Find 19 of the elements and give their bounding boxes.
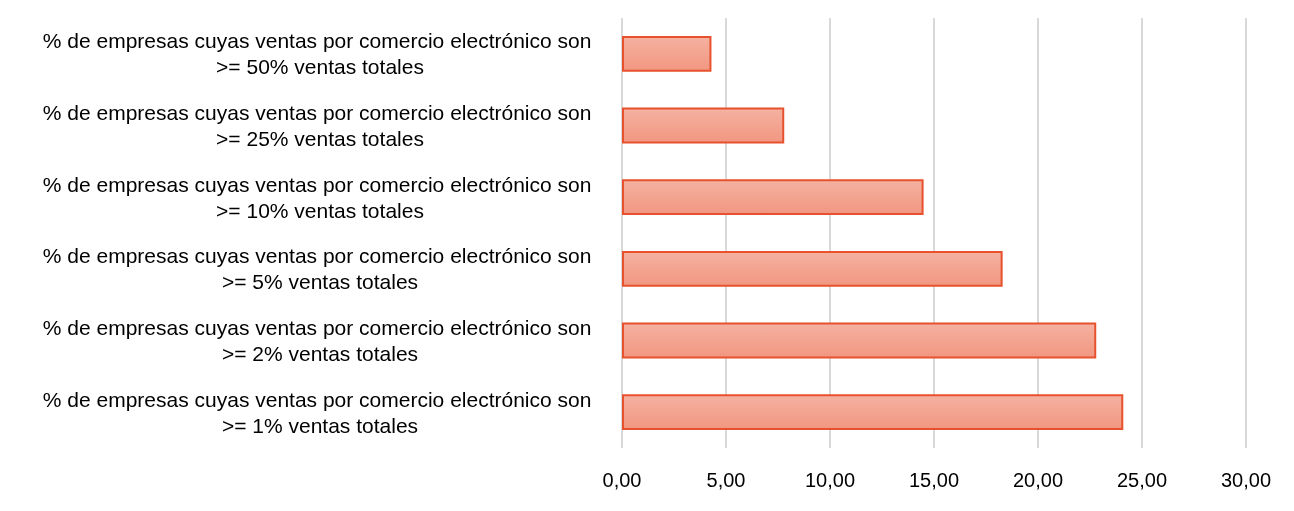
x-tick-label: 5,00	[706, 469, 746, 491]
x-tick-label: 25,00	[1116, 469, 1168, 491]
bar	[622, 179, 924, 216]
bar	[622, 322, 1097, 359]
bar	[622, 250, 1003, 287]
y-tick-label: % de empresas cuyas ventas por comercio electrónico son >= 1% ventas totales	[42, 387, 598, 437]
x-tick-label: 10,00	[804, 469, 856, 491]
y-tick-label: % de empresas cuyas ventas por comercio electrónico son >= 50% ventas totales	[42, 29, 598, 79]
y-tick-label: % de empresas cuyas ventas por comercio electrónico son >= 5% ventas totales	[42, 244, 598, 294]
y-tick-label: % de empresas cuyas ventas por comercio electrónico son >= 25% ventas totales	[42, 101, 598, 150]
x-tick-label: 0,00	[602, 469, 642, 491]
x-tick-label: 15,00	[908, 469, 960, 491]
bar	[622, 35, 712, 72]
y-tick-label: % de empresas cuyas ventas por comercio electrónico son >= 10% ventas totales	[42, 172, 598, 222]
x-tick-label: 20,00	[1012, 469, 1064, 491]
y-tick-label: % de empresas cuyas ventas por comercio electrónico son >= 2% ventas totales	[42, 316, 598, 365]
bar	[622, 394, 1124, 431]
bar	[622, 107, 785, 144]
x-tick-label: 30,00	[1220, 469, 1272, 491]
